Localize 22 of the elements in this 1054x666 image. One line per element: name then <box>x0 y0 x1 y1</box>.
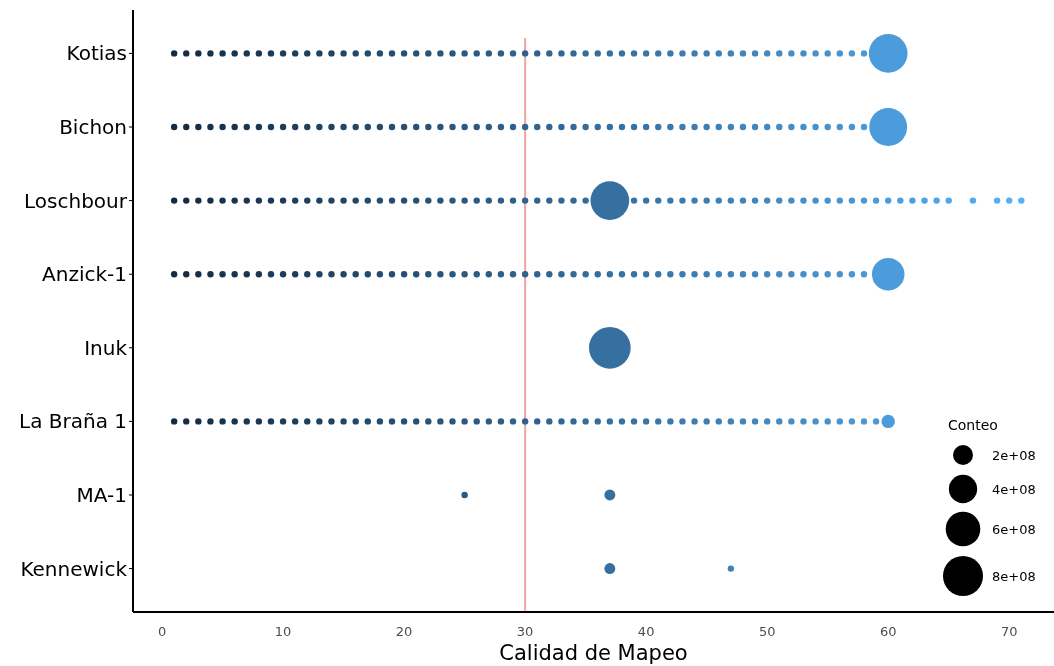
x-tick-label: 10 <box>274 624 292 639</box>
y-tick-label: Bichon <box>59 115 127 140</box>
y-tick-label: Loschbour <box>24 188 128 213</box>
y-tick-label: MA-1 <box>76 482 127 507</box>
legend-label: 4e+08 <box>992 482 1036 497</box>
y-tick-label: La Braña 1 <box>19 409 127 434</box>
x-tick-label: 50 <box>758 624 776 639</box>
x-axis-title: Calidad de Mapeo <box>499 641 688 665</box>
x-tick-label: 40 <box>637 624 655 639</box>
y-tick-label: Kennewick <box>20 556 128 581</box>
legend-label: 6e+08 <box>992 522 1036 537</box>
y-tick-label: Anzick-1 <box>42 262 127 287</box>
legend-label: 8e+08 <box>992 569 1036 584</box>
x-tick-label: 70 <box>1000 624 1018 639</box>
x-tick-label: 30 <box>516 624 534 639</box>
legend-label: 2e+08 <box>992 448 1036 463</box>
legend-title: Conteo <box>948 417 998 433</box>
x-tick-label: 0 <box>157 624 167 639</box>
y-tick-label: Inuk <box>84 335 128 360</box>
x-tick-label: 60 <box>879 624 897 639</box>
x-tick-label: 20 <box>395 624 413 639</box>
y-tick-label: Kotias <box>66 41 127 66</box>
